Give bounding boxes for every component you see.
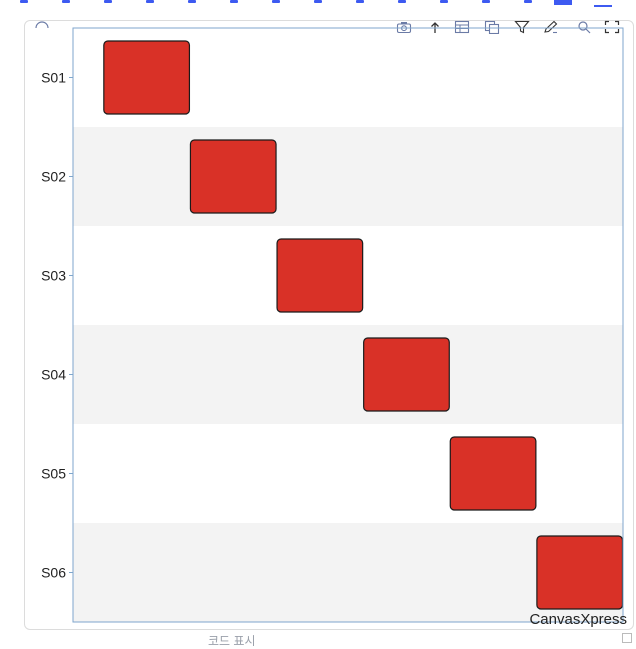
footer-checkbox[interactable] <box>622 633 632 643</box>
nav-dash[interactable] <box>62 0 70 3</box>
row-band <box>73 523 623 622</box>
heatmap-block-s01[interactable] <box>103 40 191 115</box>
nav-dash[interactable] <box>314 0 322 3</box>
nav-dash[interactable] <box>20 0 28 3</box>
nav-dash[interactable] <box>398 0 406 3</box>
y-tick-label-s05: S05 <box>41 466 66 482</box>
nav-dash[interactable] <box>188 0 196 3</box>
y-tick-label-s06: S06 <box>41 565 66 581</box>
nav-dash[interactable] <box>440 0 448 3</box>
search-icon[interactable] <box>576 20 592 34</box>
nav-dash[interactable] <box>230 0 238 3</box>
heatmap-block-s04[interactable] <box>363 337 450 412</box>
heatmap-block-s06[interactable] <box>536 535 624 610</box>
expand-icon[interactable] <box>604 20 620 34</box>
nav-dash[interactable] <box>272 0 280 3</box>
y-tick-label-s03: S03 <box>41 268 66 284</box>
active-tab-marker[interactable] <box>554 0 572 5</box>
tab-underline[interactable] <box>594 5 612 7</box>
plot-frame <box>72 27 624 623</box>
edit-icon[interactable] <box>543 20 559 34</box>
canvasxpress-watermark: CanvasXpress <box>529 611 627 628</box>
heatmap-block-s02[interactable] <box>189 139 277 214</box>
heatmap-block-s03[interactable] <box>276 238 364 313</box>
y-tick-label-s02: S02 <box>41 169 66 185</box>
y-tick-label-s01: S01 <box>41 70 66 86</box>
row-band <box>73 325 623 424</box>
heatmap-block-s05[interactable] <box>449 436 537 511</box>
home-icon[interactable] <box>34 20 50 34</box>
nav-dash[interactable] <box>482 0 490 3</box>
nav-dash[interactable] <box>524 0 532 3</box>
row-band <box>73 127 623 226</box>
copy-icon[interactable] <box>484 20 500 34</box>
show-code-label[interactable]: 코드 표시 <box>208 634 256 648</box>
top-navigation-strip <box>0 0 636 8</box>
nav-dash[interactable] <box>104 0 112 3</box>
nav-dash[interactable] <box>146 0 154 3</box>
nav-dash[interactable] <box>356 0 364 3</box>
y-tick-label-s04: S04 <box>41 367 66 383</box>
